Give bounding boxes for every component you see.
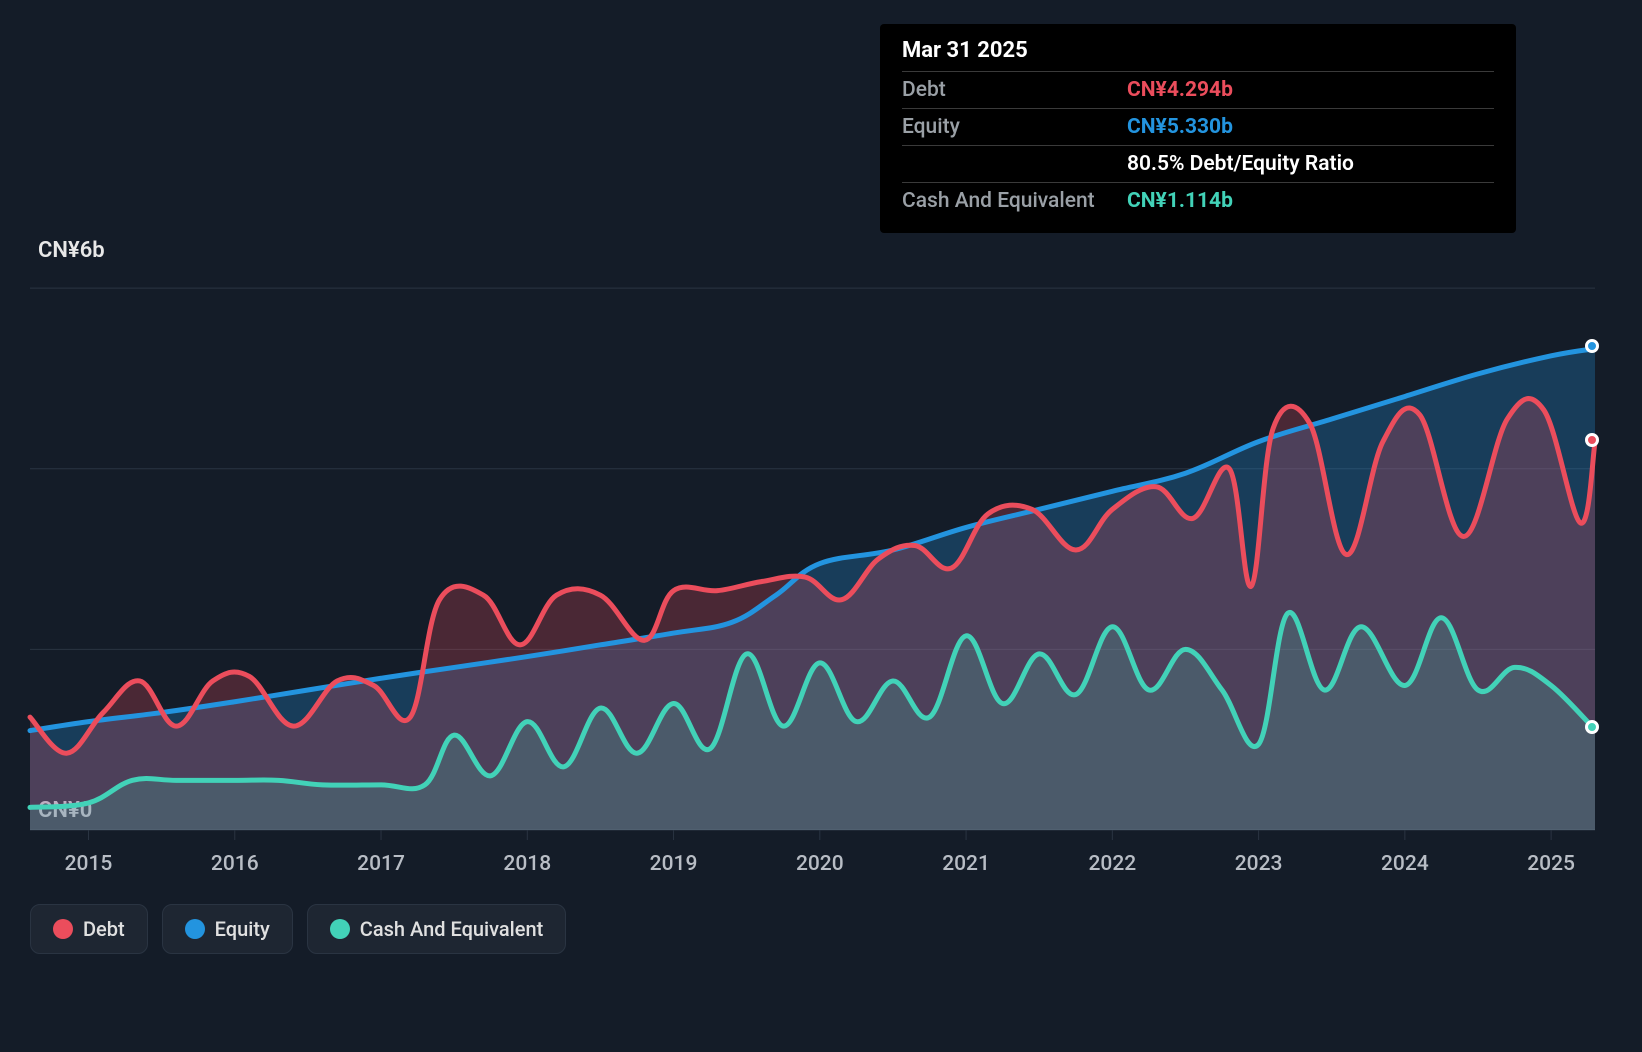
equity-end-marker [1585, 339, 1599, 353]
tooltip-row-label: Equity [902, 115, 1127, 139]
debt-end-marker [1585, 433, 1599, 447]
xaxis-tick-label: 2015 [65, 852, 113, 876]
xaxis-tick-label: 2025 [1527, 852, 1575, 876]
legend-dot-icon [53, 919, 73, 939]
tooltip-row-value: CN¥5.330b [1127, 115, 1233, 139]
tooltip-row-label: Debt [902, 78, 1127, 102]
tooltip-date: Mar 31 2025 [902, 38, 1494, 71]
tooltip-row: EquityCN¥5.330b [902, 108, 1494, 145]
xaxis-tick-label: 2023 [1235, 852, 1283, 876]
xaxis-tick-label: 2019 [650, 852, 698, 876]
xaxis-tick-label: 2024 [1381, 852, 1429, 876]
tooltip-row-label: Cash And Equivalent [902, 189, 1127, 213]
legend-item-label: Cash And Equivalent [360, 917, 544, 941]
tooltip-row-value: CN¥1.114b [1127, 189, 1233, 213]
xaxis-tick-label: 2022 [1088, 852, 1136, 876]
legend-item-label: Equity [215, 917, 270, 941]
xaxis-tick-label: 2016 [211, 852, 259, 876]
xaxis-tick-label: 2017 [357, 852, 405, 876]
legend-item-cash[interactable]: Cash And Equivalent [307, 904, 567, 954]
legend-item-label: Debt [83, 917, 125, 941]
xaxis-tick-label: 2020 [796, 852, 844, 876]
tooltip-row: Cash And EquivalentCN¥1.114b [902, 182, 1494, 219]
tooltip-row-label [902, 152, 1127, 176]
xaxis-tick-label: 2021 [942, 852, 990, 876]
legend-item-debt[interactable]: Debt [30, 904, 148, 954]
tooltip-row: 80.5% Debt/Equity Ratio [902, 145, 1494, 182]
chart-legend: Debt Equity Cash And Equivalent [30, 904, 566, 954]
chart-tooltip: Mar 31 2025 DebtCN¥4.294bEquityCN¥5.330b… [880, 24, 1516, 233]
tooltip-row-value: 80.5% Debt/Equity Ratio [1127, 152, 1354, 176]
legend-item-equity[interactable]: Equity [162, 904, 293, 954]
xaxis-tick-label: 2018 [503, 852, 551, 876]
legend-dot-icon [185, 919, 205, 939]
tooltip-row-value: CN¥4.294b [1127, 78, 1233, 102]
cash-end-marker [1585, 720, 1599, 734]
legend-dot-icon [330, 919, 350, 939]
tooltip-row: DebtCN¥4.294b [902, 71, 1494, 108]
